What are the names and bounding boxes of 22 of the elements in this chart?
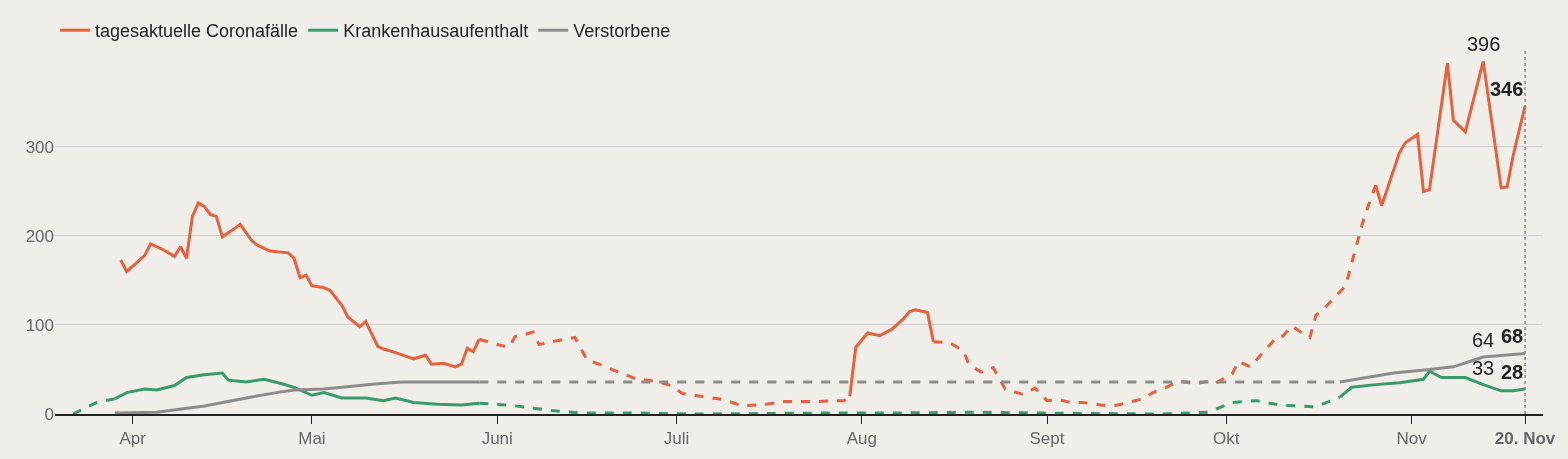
x-tick-label: 20. Nov (1494, 429, 1556, 449)
y-tick-label: 200 (25, 226, 54, 246)
legend-label: Krankenhausaufenthalt (343, 21, 529, 42)
legend-label: tagesaktuelle Coronafälle (95, 21, 299, 42)
y-tick-label: 100 (25, 315, 54, 335)
annotation: 68 (1501, 325, 1524, 347)
x-tick-label: Juli (663, 429, 690, 449)
x-tick-label: Okt (1213, 429, 1240, 449)
x-tick-label: Nov (1396, 429, 1428, 449)
x-tick-label: Mai (298, 429, 326, 449)
annotation: 396 (1467, 33, 1501, 55)
annotation: 33 (1472, 357, 1495, 379)
annotation: 28 (1501, 361, 1524, 383)
annotation: 64 (1472, 329, 1495, 351)
annotation: 346 (1490, 78, 1524, 100)
x-tick-label: Juni (481, 429, 513, 449)
x-tick-label: Sept (1029, 429, 1065, 449)
legend-label: Verstorbene (573, 21, 671, 42)
x-tick-label: Apr (119, 429, 147, 449)
y-tick-label: 0 (44, 404, 54, 424)
x-tick-label: Aug (846, 429, 877, 449)
y-tick-label: 300 (25, 137, 54, 157)
